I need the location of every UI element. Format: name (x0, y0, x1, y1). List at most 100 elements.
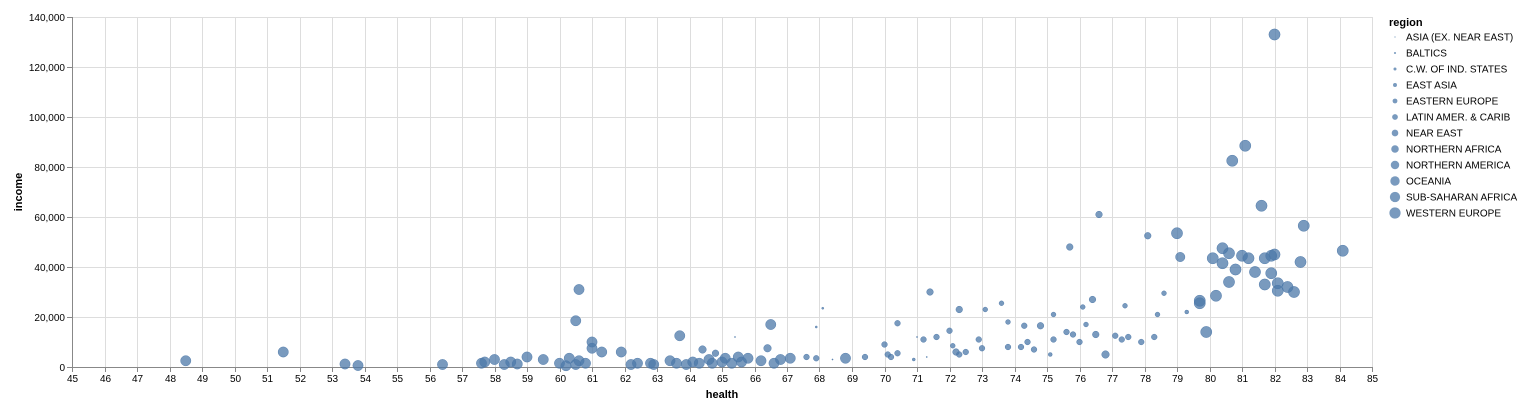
x-tick-label: 56 (425, 374, 437, 385)
legend-title: region (1389, 17, 1423, 29)
data-point (1138, 338, 1145, 346)
y-tick-label: 40,000 (34, 263, 65, 274)
data-point (1050, 336, 1057, 343)
data-point (1223, 247, 1235, 260)
x-tick-label: 75 (1042, 374, 1054, 385)
data-point (765, 319, 777, 330)
data-point (998, 300, 1005, 306)
data-point (1268, 248, 1281, 261)
data-point (671, 357, 682, 369)
x-tick-label: 61 (587, 374, 599, 385)
x-tick-label: 48 (165, 374, 177, 385)
data-point (693, 357, 705, 369)
x-tick-label: 64 (685, 374, 697, 385)
data-point (813, 355, 820, 362)
data-point (586, 336, 598, 348)
data-point (580, 357, 591, 369)
data-point (711, 349, 720, 357)
x-tick-label: 59 (522, 374, 534, 385)
x-tick-label: 83 (1302, 374, 1314, 385)
data-point (674, 330, 686, 342)
data-point (573, 284, 585, 295)
x-tick-label: 58 (490, 374, 502, 385)
data-point (894, 350, 901, 357)
x-tick-label: 45 (67, 374, 79, 385)
data-point (1294, 256, 1307, 268)
legend-label: NEAR EAST (1406, 129, 1463, 140)
y-tick-label: 100,000 (29, 113, 66, 124)
data-point (742, 352, 754, 364)
data-point (814, 325, 818, 329)
data-point (1288, 286, 1300, 298)
legend-symbol (1393, 83, 1397, 87)
x-tick-label: 74 (1010, 374, 1022, 385)
x-tick-label: 73 (977, 374, 989, 385)
data-point (615, 346, 627, 358)
data-point (1083, 321, 1089, 328)
data-point (1161, 290, 1167, 296)
x-tick-label: 72 (945, 374, 957, 385)
data-point (352, 360, 364, 371)
x-tick-label: 78 (1140, 374, 1152, 385)
data-point (180, 355, 192, 367)
grid-layer (72, 17, 1373, 368)
data-point (511, 358, 523, 370)
x-tick-label: 76 (1075, 374, 1087, 385)
axis-layer: 45 46 47 48 49 50 51 52 53 54 55 56 57 58 59 60 61 62 63 64… (29, 13, 1379, 385)
data-point (920, 336, 927, 343)
data-point (831, 358, 834, 361)
data-point (978, 345, 986, 352)
data-point (1122, 303, 1128, 309)
legend-label: WESTERN EUROPE (1406, 209, 1501, 220)
x-tick-label: 66 (750, 374, 762, 385)
data-point (950, 343, 956, 349)
legend-symbol (1391, 145, 1399, 153)
data-point (962, 348, 969, 356)
data-point (1048, 352, 1053, 357)
data-point (1336, 244, 1349, 257)
data-point (734, 336, 736, 338)
x-tick-label: 84 (1335, 374, 1347, 385)
x-tick-label: 69 (847, 374, 859, 385)
data-point (479, 356, 491, 368)
data-point (955, 305, 963, 314)
x-tick-label: 53 (327, 374, 339, 385)
data-point (1076, 338, 1083, 346)
data-point (1206, 252, 1219, 265)
data-point (894, 320, 901, 327)
y-tick-label: 80,000 (34, 163, 65, 174)
legend-label: BALTICS (1406, 49, 1447, 60)
data-point (521, 351, 533, 363)
data-point (1255, 199, 1268, 212)
x-tick-label: 77 (1107, 374, 1119, 385)
data-point (1229, 263, 1242, 276)
data-point (1184, 309, 1189, 315)
data-point (1069, 331, 1077, 338)
data-point (1063, 328, 1070, 336)
legend-symbol (1390, 176, 1400, 186)
data-point (1154, 311, 1161, 318)
legend: region ASIA (EX. NEAR EAST) BALTICS C.W. O… (1389, 17, 1517, 220)
legend-symbol (1390, 160, 1400, 170)
legend-symbol (1389, 191, 1401, 203)
legend-label: EAST ASIA (1406, 81, 1457, 92)
data-point (925, 356, 928, 358)
legend-label: ASIA (EX. NEAR EAST) (1406, 33, 1513, 44)
y-tick-label: 0 (59, 363, 65, 374)
legend-label: SUB-SAHARAN AFRICA (1406, 193, 1517, 204)
data-point (1050, 311, 1057, 318)
data-point (1144, 232, 1152, 240)
legend-symbol (1391, 129, 1399, 137)
data-point (1268, 28, 1281, 41)
data-point (1021, 322, 1028, 329)
data-point (277, 346, 289, 358)
data-point (881, 341, 888, 348)
data-point (784, 352, 796, 364)
legend-symbol (1392, 98, 1398, 104)
data-point (698, 345, 707, 354)
data-point (803, 353, 810, 361)
data-point (1193, 294, 1206, 307)
legend-label: EASTERN EUROPE (1406, 97, 1499, 108)
data-point (1242, 252, 1255, 265)
x-tick-label: 51 (262, 374, 274, 385)
